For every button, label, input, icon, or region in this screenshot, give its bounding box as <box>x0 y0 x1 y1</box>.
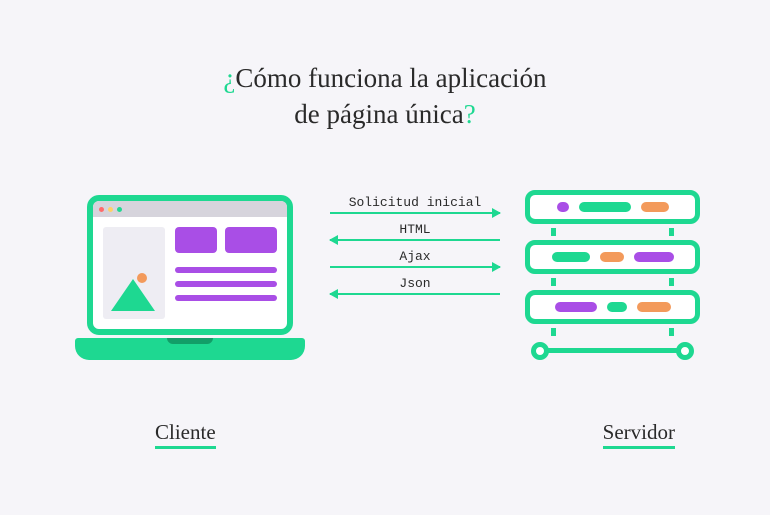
arrow-html: HTML <box>330 222 500 241</box>
content-block <box>175 227 217 253</box>
content-line <box>175 267 277 273</box>
rack-rail <box>551 278 556 286</box>
content-blocks-row <box>175 227 277 253</box>
arrow-label: Solicitud inicial <box>330 195 500 210</box>
server-foot <box>676 342 694 360</box>
browser-bar <box>93 201 287 217</box>
arrow-label: HTML <box>330 222 500 237</box>
client-laptop <box>75 195 305 360</box>
server-stack <box>525 190 700 365</box>
rack-rails <box>525 328 700 336</box>
rack-indicator <box>637 302 671 312</box>
sun-icon <box>137 273 147 283</box>
content-column <box>175 227 277 319</box>
server-rack <box>525 190 700 224</box>
rack-indicator <box>607 302 627 312</box>
rack-indicator <box>600 252 624 262</box>
server-rack <box>525 290 700 324</box>
laptop-notch <box>167 338 213 344</box>
arrow-line-right <box>330 266 500 268</box>
arrows-column: Solicitud inicial HTML Ajax Json <box>330 195 500 303</box>
arrow-json: Json <box>330 276 500 295</box>
window-dot-red <box>99 207 104 212</box>
arrow-line-left <box>330 239 500 241</box>
rack-rail <box>551 228 556 236</box>
mountain-icon <box>111 279 155 311</box>
rack-indicator <box>552 252 590 262</box>
rack-indicator <box>641 202 669 212</box>
image-placeholder <box>103 227 165 319</box>
rack-indicator <box>557 202 569 212</box>
title-line-2: de página única <box>294 99 463 129</box>
rack-rail <box>669 328 674 336</box>
laptop-screen <box>87 195 293 335</box>
window-dot-green <box>117 207 122 212</box>
question-open: ¿ <box>223 63 235 93</box>
rack-rail <box>669 278 674 286</box>
rack-rails <box>525 228 700 236</box>
rack-indicator <box>634 252 674 262</box>
server-base-bar <box>537 348 688 353</box>
server-foot <box>531 342 549 360</box>
rack-indicator <box>555 302 597 312</box>
server-label: Servidor <box>603 420 675 449</box>
arrow-label: Ajax <box>330 249 500 264</box>
content-block <box>225 227 277 253</box>
arrow-line-right <box>330 212 500 214</box>
arrow-label: Json <box>330 276 500 291</box>
rack-indicator <box>579 202 631 212</box>
server-rack <box>525 240 700 274</box>
rack-rail <box>669 228 674 236</box>
content-line <box>175 295 277 301</box>
arrow-ajax: Ajax <box>330 249 500 268</box>
window-dot-yellow <box>108 207 113 212</box>
diagram-stage: Solicitud inicial HTML Ajax Json <box>0 195 770 395</box>
arrow-line-left <box>330 293 500 295</box>
screen-body <box>93 217 287 329</box>
content-line <box>175 281 277 287</box>
arrow-solicitud-inicial: Solicitud inicial <box>330 195 500 214</box>
title-line-1: Cómo funciona la aplicación <box>235 63 546 93</box>
question-close: ? <box>464 99 476 129</box>
rack-rail <box>551 328 556 336</box>
diagram-title: ¿Cómo funciona la aplicación de página ú… <box>0 0 770 133</box>
server-base <box>525 340 700 362</box>
rack-rails <box>525 278 700 286</box>
client-label: Cliente <box>155 420 216 449</box>
